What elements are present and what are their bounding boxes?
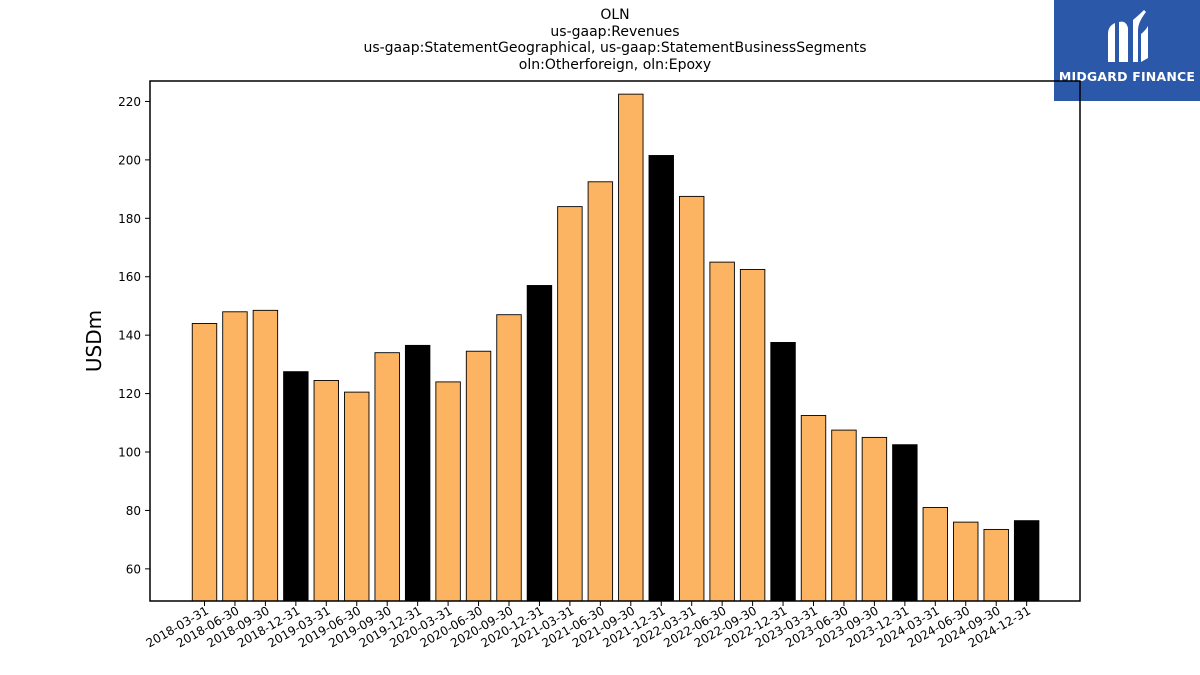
logo-text: MIDGARD FINANCE: [1058, 69, 1196, 84]
y-tick-label-60: 60: [126, 562, 141, 576]
bar-2018-09-30: [252, 309, 279, 602]
y-tick-label-180: 180: [118, 212, 141, 226]
bar-2022-06-30: [709, 261, 735, 602]
bar-2021-03-31: [557, 206, 583, 602]
bar-2024-12-31: [1013, 520, 1040, 602]
chart-title: OLN us-gaap:Revenues us-gaap:StatementGe…: [150, 7, 1080, 73]
y-tick-label-100: 100: [118, 446, 141, 460]
bar-2018-12-31: [283, 371, 309, 602]
bar-2020-06-30: [465, 350, 492, 602]
bar-2024-09-30: [983, 528, 1009, 602]
bar-2018-03-31: [191, 323, 218, 602]
bar-2022-09-30: [739, 268, 766, 602]
y-axis-label: USDm: [82, 310, 106, 372]
bar-2018-06-30: [222, 311, 248, 602]
midgard-finance-logo: MIDGARD FINANCE: [1054, 0, 1200, 101]
bar-2024-03-31: [922, 507, 948, 602]
bar-2019-03-31: [313, 379, 339, 602]
midgard-logo-icon: [1108, 10, 1148, 63]
bar-2023-12-31: [892, 444, 918, 602]
x-axis: 2018-03-312018-06-302018-09-302018-12-31…: [144, 601, 1033, 650]
bars-group: [191, 93, 1040, 602]
y-tick-label-160: 160: [118, 270, 141, 284]
bar-2023-09-30: [861, 436, 888, 602]
title-line-axes: us-gaap:StatementGeographical, us-gaap:S…: [363, 40, 867, 56]
plot-frame: [149, 80, 1081, 602]
bar-2023-06-30: [831, 429, 857, 602]
bar-2021-12-31: [648, 155, 674, 602]
y-tick-label-220: 220: [118, 95, 141, 109]
bar-2020-09-30: [496, 314, 522, 602]
y-tick-label-200: 200: [118, 153, 141, 167]
bar-2022-03-31: [679, 195, 705, 602]
title-line-concept: us-gaap:Revenues: [550, 23, 680, 40]
bar-2022-12-31: [770, 342, 796, 602]
y-axis: 60 80 100 120 140 160 180 200 220: [118, 95, 150, 576]
title-line-members: oln:Otherforeign, oln:Epoxy: [518, 56, 712, 73]
bar-2019-06-30: [344, 391, 370, 602]
bar-2019-12-31: [404, 344, 431, 602]
bar-2024-06-30: [953, 521, 979, 602]
title-line-ticker: OLN: [600, 7, 630, 23]
bar-2023-03-31: [800, 415, 827, 602]
y-tick-label-140: 140: [118, 329, 141, 343]
bar-2020-12-31: [526, 285, 553, 602]
y-tick-label-80: 80: [126, 504, 141, 518]
y-tick-label-120: 120: [118, 387, 141, 401]
bar-2019-09-30: [374, 352, 400, 602]
bar-2021-09-30: [618, 93, 644, 602]
bar-2020-03-31: [435, 381, 461, 602]
bar-2021-06-30: [587, 181, 614, 602]
